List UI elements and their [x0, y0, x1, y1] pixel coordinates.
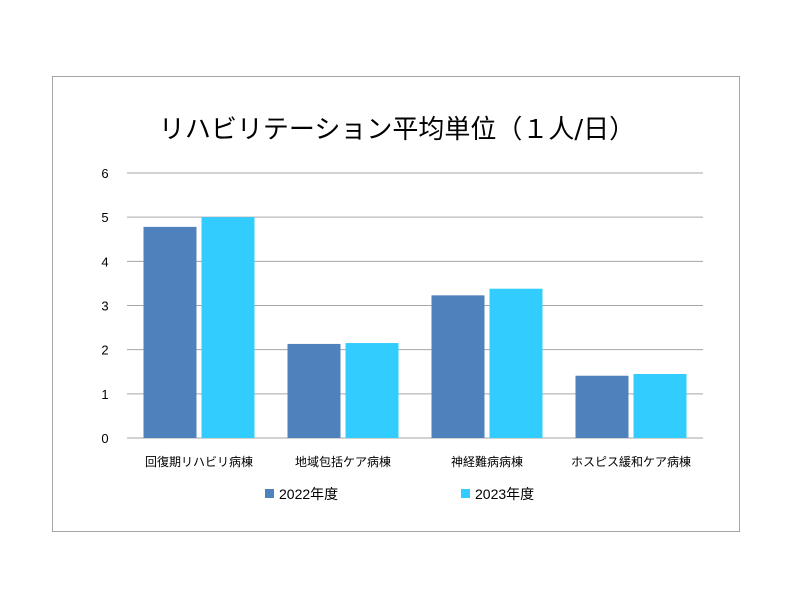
bar-1-4 — [575, 375, 629, 438]
legend-swatch — [265, 489, 274, 498]
y-tick-label: 6 — [101, 166, 108, 181]
bar-2-3 — [489, 288, 543, 438]
legend-label: 2022年度 — [279, 486, 338, 502]
y-tick-label: 3 — [101, 299, 108, 314]
bar-1-1 — [143, 226, 197, 438]
bar-chart: リハビリテーション平均単位（１人/日） 0 1 2 3 4 5 6 回復期リハビリ病棟 地域包… — [101, 115, 703, 502]
legend-swatch — [461, 489, 470, 498]
x-axis-categories: 回復期リハビリ病棟 地域包括ケア病棟 神経難病病棟 ホスピス緩和ケア病棟 — [145, 454, 691, 469]
chart-title: リハビリテーション平均単位（１人/日） — [159, 115, 635, 145]
y-tick-label: 4 — [101, 254, 108, 269]
bar-2-1 — [201, 217, 255, 438]
bar-1-3 — [431, 295, 485, 438]
legend-label: 2023年度 — [475, 486, 534, 502]
category-label: ホスピス緩和ケア病棟 — [571, 454, 691, 469]
bars — [143, 217, 687, 438]
legend: 2022年度 2023年度 — [265, 486, 534, 502]
y-tick-label: 2 — [101, 343, 108, 358]
bar-2-4 — [633, 373, 687, 438]
bar-2-2 — [345, 343, 399, 438]
category-label: 地域包括ケア病棟 — [295, 454, 391, 469]
y-axis-ticks: 0 1 2 3 4 5 6 — [101, 166, 108, 446]
chart-frame: リハビリテーション平均単位（１人/日） 0 1 2 3 4 5 6 回復期リハビリ病棟 地域包… — [52, 76, 740, 532]
y-tick-label: 1 — [101, 387, 108, 402]
y-tick-label: 0 — [101, 431, 108, 446]
category-label: 回復期リハビリ病棟 — [145, 454, 253, 469]
bar-1-2 — [287, 343, 341, 438]
category-label: 神経難病病棟 — [451, 454, 523, 469]
y-tick-label: 5 — [101, 210, 108, 225]
